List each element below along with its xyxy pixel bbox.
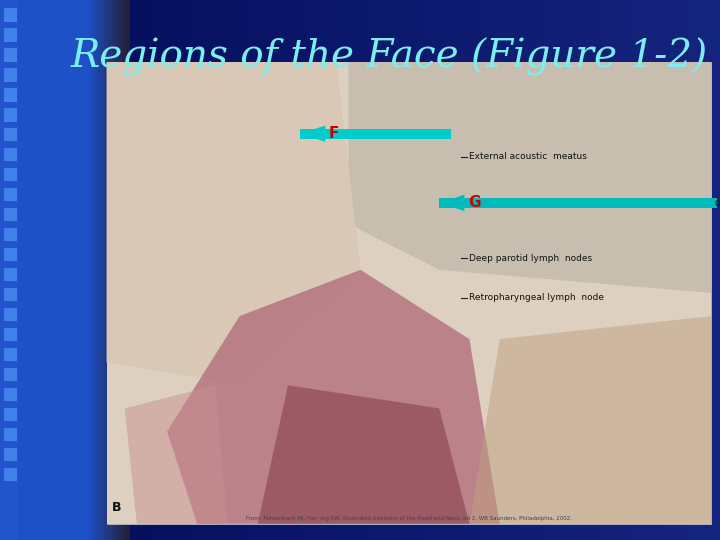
Bar	[4, 348, 17, 361]
Text: External acoustic  meatus: External acoustic meatus	[469, 152, 588, 161]
Polygon shape	[348, 62, 711, 293]
Bar	[4, 288, 17, 301]
Bar	[4, 188, 17, 201]
Text: G: G	[468, 195, 480, 211]
Polygon shape	[439, 195, 464, 211]
Bar	[4, 388, 17, 401]
Bar	[4, 208, 17, 221]
Bar	[4, 408, 17, 421]
Text: Regions of the Face (Figure 1-2): Regions of the Face (Figure 1-2)	[71, 37, 707, 76]
Bar	[4, 128, 17, 141]
Bar	[4, 268, 17, 281]
Polygon shape	[469, 316, 711, 524]
Text: From: Fehrenbach MJ, Her  ing SW, Illustrated Anatomy of the Head and Neck, ed 2: From: Fehrenbach MJ, Her ing SW, Illustr…	[246, 516, 572, 521]
Bar	[4, 148, 17, 161]
Text: F: F	[329, 126, 339, 141]
Polygon shape	[258, 386, 469, 524]
Bar	[4, 428, 17, 441]
Bar	[4, 448, 17, 461]
Text: Retropharyngeal lymph  node: Retropharyngeal lymph node	[469, 293, 605, 302]
Text: Deep parotid lymph  nodes: Deep parotid lymph nodes	[469, 254, 593, 263]
Bar	[4, 308, 17, 321]
Polygon shape	[107, 62, 361, 386]
Bar	[4, 328, 17, 341]
Bar	[107, 62, 711, 524]
Bar	[439, 198, 717, 208]
Bar	[4, 88, 17, 102]
Bar	[4, 48, 17, 62]
Bar	[4, 68, 17, 82]
Bar	[0, 0, 18, 540]
Bar	[4, 8, 17, 22]
Bar	[4, 368, 17, 381]
Bar	[4, 168, 17, 181]
Bar	[4, 108, 17, 122]
Bar	[300, 129, 451, 139]
Bar	[4, 28, 17, 42]
Bar	[4, 228, 17, 241]
Polygon shape	[167, 270, 500, 524]
Text: outline): outline)	[714, 198, 720, 208]
Polygon shape	[125, 386, 228, 524]
Polygon shape	[300, 126, 325, 142]
Text: B: B	[112, 501, 122, 514]
Bar	[4, 468, 17, 481]
Bar	[4, 248, 17, 261]
Bar	[107, 62, 711, 524]
